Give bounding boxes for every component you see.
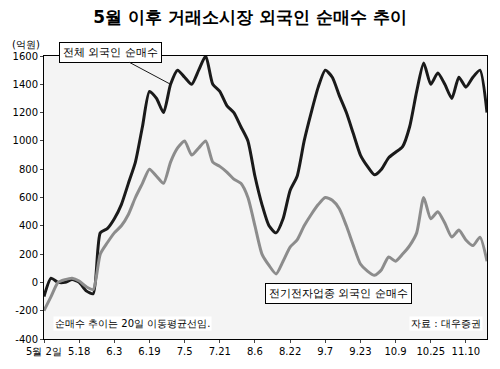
svg-text:-200: -200 (15, 305, 38, 316)
svg-text:0: 0 (32, 277, 38, 288)
svg-text:800: 800 (19, 164, 38, 175)
svg-text:전기전자업종 외국인 순매수: 전기전자업종 외국인 순매수 (269, 287, 408, 300)
svg-text:-400: -400 (15, 334, 38, 345)
svg-text:10.25: 10.25 (416, 346, 445, 357)
svg-text:자료 : 대우증권: 자료 : 대우증권 (411, 318, 481, 329)
svg-text:1000: 1000 (13, 135, 38, 146)
svg-text:11.10: 11.10 (452, 346, 481, 357)
svg-text:순매수 추이는 20일 이동평균선임.: 순매수 추이는 20일 이동평균선임. (55, 318, 210, 329)
svg-text:5월 2일: 5월 2일 (26, 346, 62, 357)
svg-text:6.19: 6.19 (138, 346, 160, 357)
svg-text:7.5: 7.5 (177, 346, 193, 357)
svg-text:8.22: 8.22 (279, 346, 301, 357)
svg-text:400: 400 (19, 220, 38, 231)
svg-text:5월 이후 거래소시장 외국인 순매수 추이: 5월 이후 거래소시장 외국인 순매수 추이 (93, 7, 406, 27)
svg-text:1600: 1600 (13, 51, 38, 62)
svg-text:전체 외국인 순매수: 전체 외국인 순매수 (63, 46, 158, 59)
svg-text:9.23: 9.23 (349, 346, 371, 357)
svg-text:600: 600 (19, 192, 38, 203)
svg-text:(억원): (억원) (12, 39, 40, 50)
svg-text:1200: 1200 (13, 107, 38, 118)
svg-text:1400: 1400 (13, 79, 38, 90)
svg-text:7.21: 7.21 (209, 346, 231, 357)
svg-text:10.9: 10.9 (384, 346, 406, 357)
svg-text:9.7: 9.7 (317, 346, 333, 357)
svg-text:5.18: 5.18 (68, 346, 90, 357)
svg-text:8.6: 8.6 (247, 346, 263, 357)
svg-text:200: 200 (19, 249, 38, 260)
svg-text:6.3: 6.3 (106, 346, 122, 357)
